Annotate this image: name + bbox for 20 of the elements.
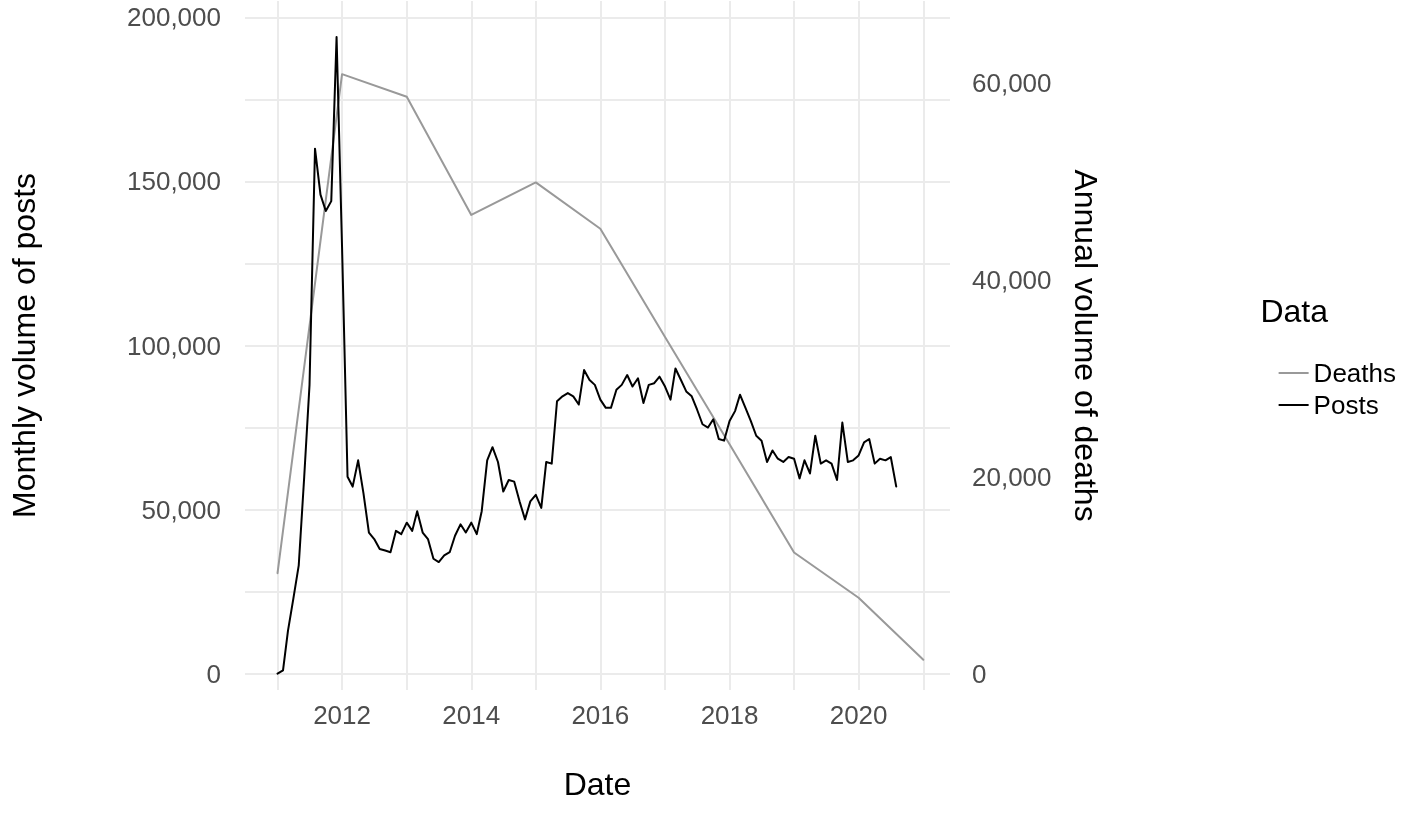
x-tick-label: 2018 <box>700 700 759 730</box>
y2-tick-label: 40,000 <box>972 264 1052 295</box>
y2-axis-title: Annual volume of deaths <box>1068 169 1104 522</box>
legend-label: Posts <box>1313 390 1379 420</box>
x-axis-title: Date <box>563 766 632 802</box>
x-tick-label: 2016 <box>571 700 630 730</box>
x-tick-label: 2012 <box>313 700 371 730</box>
y2-tick-label: 0 <box>972 658 987 689</box>
y-tick-label: 0 <box>206 658 221 689</box>
y-tick-label: 150,000 <box>127 166 221 197</box>
y2-tick-label: 20,000 <box>972 461 1052 492</box>
legend-label: Deaths <box>1313 358 1397 388</box>
x-tick-label: 2014 <box>442 700 501 730</box>
y2-tick-label: 60,000 <box>972 68 1052 99</box>
legend-title: Data <box>1260 293 1329 329</box>
y-tick-label: 100,000 <box>127 330 221 361</box>
x-tick-label: 2020 <box>829 700 888 730</box>
y-axis-title: Monthly volume of posts <box>6 172 42 519</box>
y-tick-label: 200,000 <box>127 2 221 33</box>
y-tick-label: 50,000 <box>141 494 221 525</box>
